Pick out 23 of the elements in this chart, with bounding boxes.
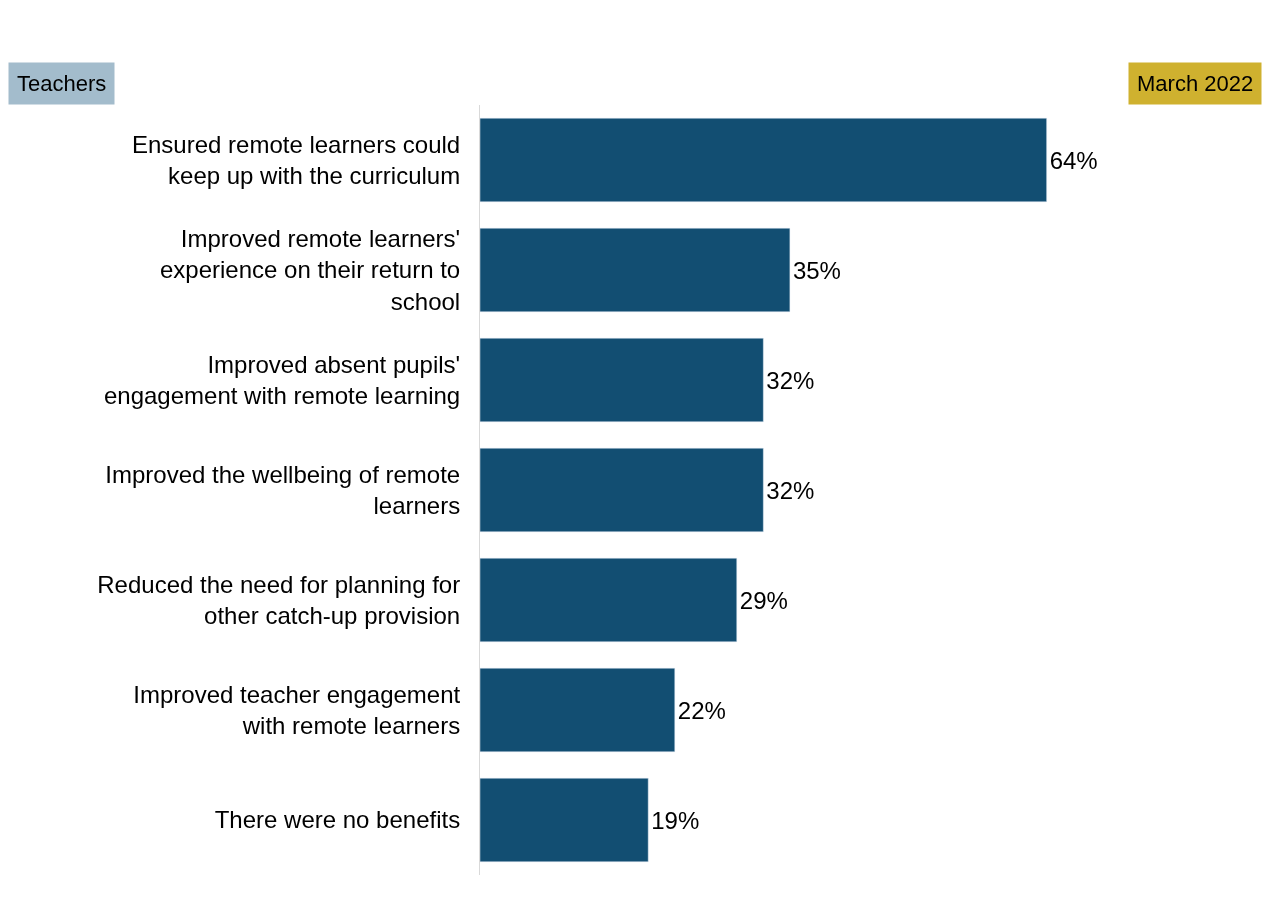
y-tick-label: There were no benefits [214, 806, 461, 834]
data-label: 29% [739, 586, 788, 614]
bar [480, 557, 738, 643]
data-label: 32% [766, 476, 815, 504]
bar [480, 337, 764, 423]
bar [480, 447, 764, 533]
text: Teachers [17, 71, 107, 96]
data-label: 22% [677, 696, 726, 724]
data-label: 64% [1049, 146, 1098, 174]
y-tick-label: Improved teacher engagement with remote learners [133, 680, 461, 739]
bar [480, 117, 1047, 203]
data-label: 19% [651, 806, 700, 834]
y-tick-label: Improved the wellbeing of remote learners [105, 460, 461, 519]
bar [480, 227, 791, 313]
y-tick-label: Improved remote learners' experience on their return to school [160, 225, 461, 315]
data-label: 35% [792, 256, 841, 284]
text: March 2022 [1137, 71, 1254, 96]
data-label: 32% [766, 366, 815, 394]
y-tick-label: Reduced the need for planning for other catch-up provision [97, 570, 461, 629]
y-tick-label: Ensured remote learners could keep up with the curriculum [132, 130, 461, 189]
bar [480, 667, 676, 753]
bar [480, 777, 649, 863]
y-tick-label: Improved absent pupils' engagement with remote learning [103, 350, 461, 409]
